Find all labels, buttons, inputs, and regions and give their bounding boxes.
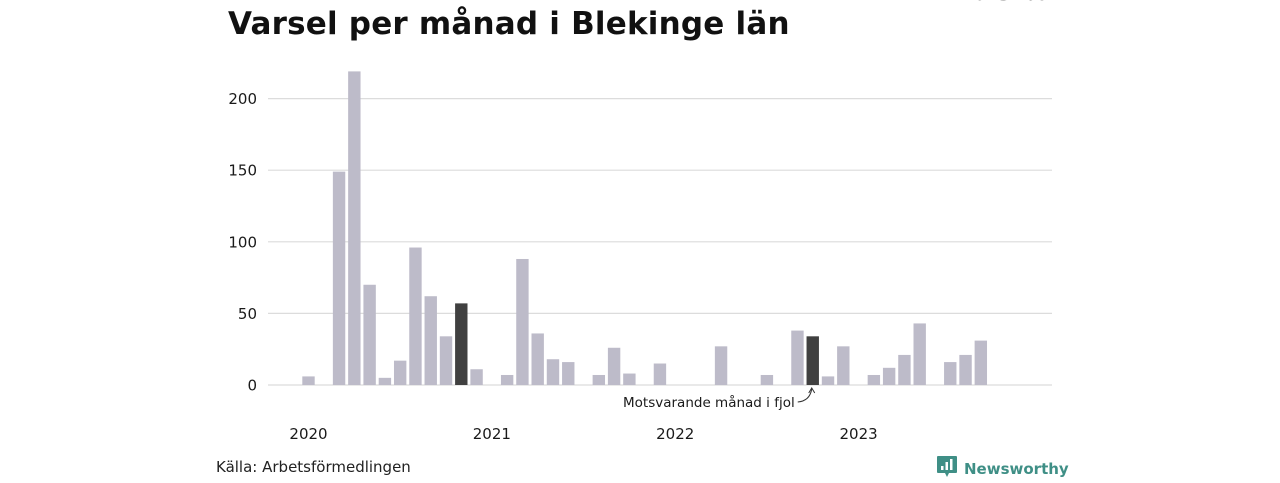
- bar: [332, 171, 346, 385]
- x-tick-label: 2021: [473, 425, 511, 443]
- x-tick-label: 2022: [656, 425, 694, 443]
- bar: [959, 354, 972, 385]
- bar: [424, 296, 437, 385]
- x-tick-label: 2020: [289, 425, 327, 443]
- bar: [439, 336, 453, 385]
- bars: [302, 71, 988, 385]
- bar: [500, 374, 514, 385]
- bar: [531, 333, 544, 385]
- bar: [791, 330, 804, 385]
- comparison-bar: [806, 336, 819, 385]
- bar: [592, 374, 606, 385]
- bar-chart-logo-icon: [936, 455, 958, 483]
- gridlines: [268, 97, 1052, 386]
- chart-title: Varsel per månad i Blekinge län: [228, 6, 790, 42]
- bar: [516, 258, 529, 385]
- bar: [882, 367, 896, 385]
- bar: [714, 346, 728, 385]
- axis-labels: 0 50 100 150 200 2020 2021 2022 2023: [228, 90, 877, 443]
- bar: [470, 369, 483, 385]
- brand[interactable]: Newsworthy: [936, 455, 1069, 483]
- comparison-arrowhead: [808, 387, 816, 394]
- bar: [913, 323, 926, 385]
- bar: [867, 374, 881, 385]
- bar: [898, 354, 911, 385]
- bar: [348, 71, 361, 385]
- bar: [974, 340, 988, 385]
- bar: [562, 362, 575, 385]
- bar: [653, 363, 667, 385]
- brand-name: Newsworthy: [964, 460, 1069, 478]
- y-tick-label: 50: [238, 305, 257, 323]
- comparison-arrow: [797, 388, 813, 403]
- comparison-note: Motsvarande månad i fjol: [623, 394, 795, 411]
- bar: [837, 346, 850, 385]
- annotations: November31 Motsvarande månad i fjol: [623, 0, 1055, 411]
- bar: [546, 359, 560, 385]
- bar: [302, 376, 315, 385]
- y-tick-label: 200: [228, 90, 257, 108]
- y-tick-label: 150: [228, 162, 257, 180]
- source-note: Källa: Arbetsförmedlingen: [216, 458, 411, 476]
- highlight-value-label: 31: [999, 0, 1022, 5]
- y-tick-label: 100: [228, 233, 257, 251]
- bar: [623, 373, 636, 385]
- bar: [944, 362, 957, 385]
- bar: [363, 284, 376, 385]
- bar: [409, 247, 422, 385]
- y-tick-label: 0: [247, 377, 257, 395]
- comparison-bar: [455, 303, 468, 385]
- x-tick-label: 2023: [839, 425, 877, 443]
- bar: [760, 374, 774, 385]
- bar: [821, 376, 835, 385]
- bar: [607, 347, 621, 385]
- highlight-month-label: November: [961, 0, 1055, 5]
- bar: [393, 360, 407, 385]
- bar: [378, 377, 392, 385]
